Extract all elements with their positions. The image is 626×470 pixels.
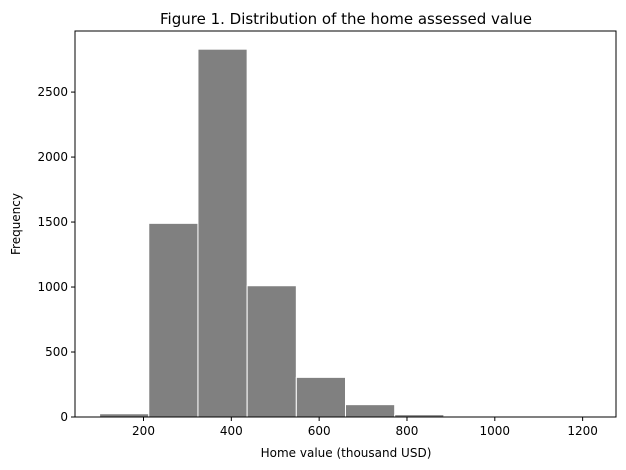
y-tick-label-1: 500 xyxy=(45,345,68,359)
x-axis: 200 400 600 800 1000 1200 xyxy=(132,417,598,438)
histogram-bar-4 xyxy=(295,376,346,418)
histogram-bar-2 xyxy=(197,48,248,418)
y-tick-label-2: 1000 xyxy=(37,280,68,294)
x-tick-label-2: 600 xyxy=(308,424,331,438)
y-tick-label-5: 2500 xyxy=(37,85,68,99)
histogram-bar-1 xyxy=(148,222,199,418)
y-tick-label-3: 1500 xyxy=(37,215,68,229)
y-axis-label: Frequency xyxy=(9,193,23,255)
plot-frame xyxy=(74,30,617,418)
y-axis: 0 500 1000 1500 2000 2500 xyxy=(37,85,75,424)
histogram-bar-3 xyxy=(246,285,297,418)
x-tick-label-5: 1200 xyxy=(567,424,598,438)
x-tick-label-1: 400 xyxy=(220,424,243,438)
x-axis-label: Home value (thousand USD) xyxy=(261,446,432,460)
bars-group xyxy=(99,48,592,418)
x-tick-label-0: 200 xyxy=(132,424,155,438)
y-tick-label-4: 2000 xyxy=(37,150,68,164)
histogram-bar-5 xyxy=(345,404,396,418)
x-tick-label-3: 800 xyxy=(396,424,419,438)
x-tick-label-4: 1000 xyxy=(480,424,511,438)
y-tick-label-0: 0 xyxy=(60,410,68,424)
chart-title: Figure 1. Distribution of the home asses… xyxy=(160,10,532,28)
